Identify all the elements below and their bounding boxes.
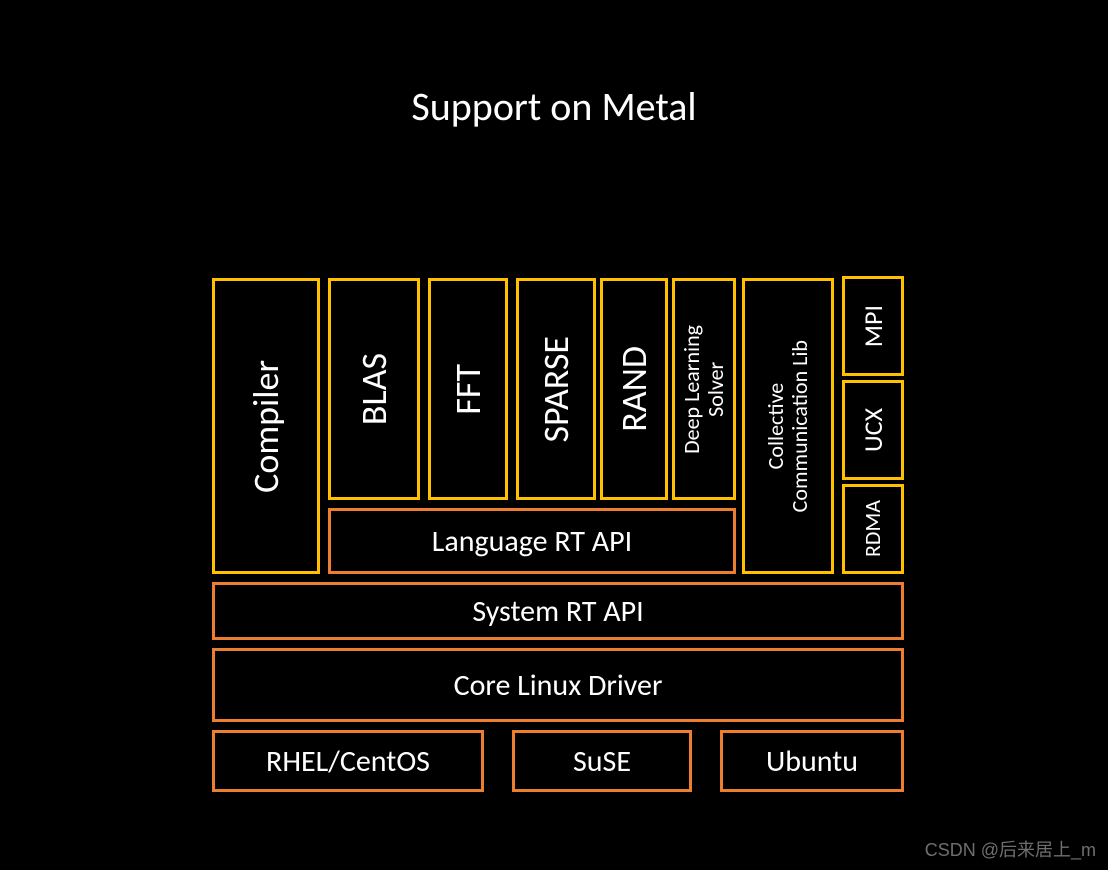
label-system-rt-api: System RT API: [472, 593, 643, 630]
label-deep-learning-solver: Deep LearningSolver: [680, 325, 728, 454]
box-blas: BLAS: [328, 278, 420, 500]
box-sparse: SPARSE: [516, 278, 596, 500]
label-rdma: RDMA: [861, 500, 885, 557]
box-fft: FFT: [428, 278, 508, 500]
box-language-rt-api: Language RT API: [328, 508, 736, 574]
box-system-rt-api: System RT API: [212, 582, 904, 640]
label-mpi: MPI: [857, 305, 889, 347]
box-rdma: RDMA: [842, 484, 904, 574]
label-fft: FFT: [446, 364, 490, 415]
label-language-rt-api: Language RT API: [432, 523, 632, 560]
label-ubuntu: Ubuntu: [766, 743, 858, 780]
label-core-linux-driver: Core Linux Driver: [454, 667, 663, 704]
label-suse: SuSE: [573, 743, 631, 780]
label-ucx: UCX: [857, 408, 889, 452]
label-collective-comm-lib: CollectiveCommunication Lib: [764, 340, 812, 512]
box-rhel-centos: RHEL/CentOS: [212, 730, 484, 792]
box-compiler: Compiler: [212, 278, 320, 574]
label-rhel-centos: RHEL/CentOS: [266, 743, 430, 780]
box-core-linux-driver: Core Linux Driver: [212, 648, 904, 722]
box-collective-comm-lib: CollectiveCommunication Lib: [742, 278, 834, 574]
label-compiler: Compiler: [244, 360, 288, 493]
box-suse: SuSE: [512, 730, 692, 792]
box-ubuntu: Ubuntu: [720, 730, 904, 792]
box-deep-learning-solver: Deep LearningSolver: [672, 278, 736, 500]
label-rand: RAND: [612, 346, 656, 432]
watermark: CSDN @后来居上_m: [925, 836, 1096, 862]
diagram-root: Support on Metal Compiler BLAS FFT SPARS…: [0, 0, 1108, 870]
box-ucx: UCX: [842, 380, 904, 480]
box-rand: RAND: [600, 278, 668, 500]
diagram-title: Support on Metal: [0, 82, 1108, 131]
label-sparse: SPARSE: [534, 336, 578, 443]
box-mpi: MPI: [842, 276, 904, 376]
label-blas: BLAS: [352, 353, 396, 425]
